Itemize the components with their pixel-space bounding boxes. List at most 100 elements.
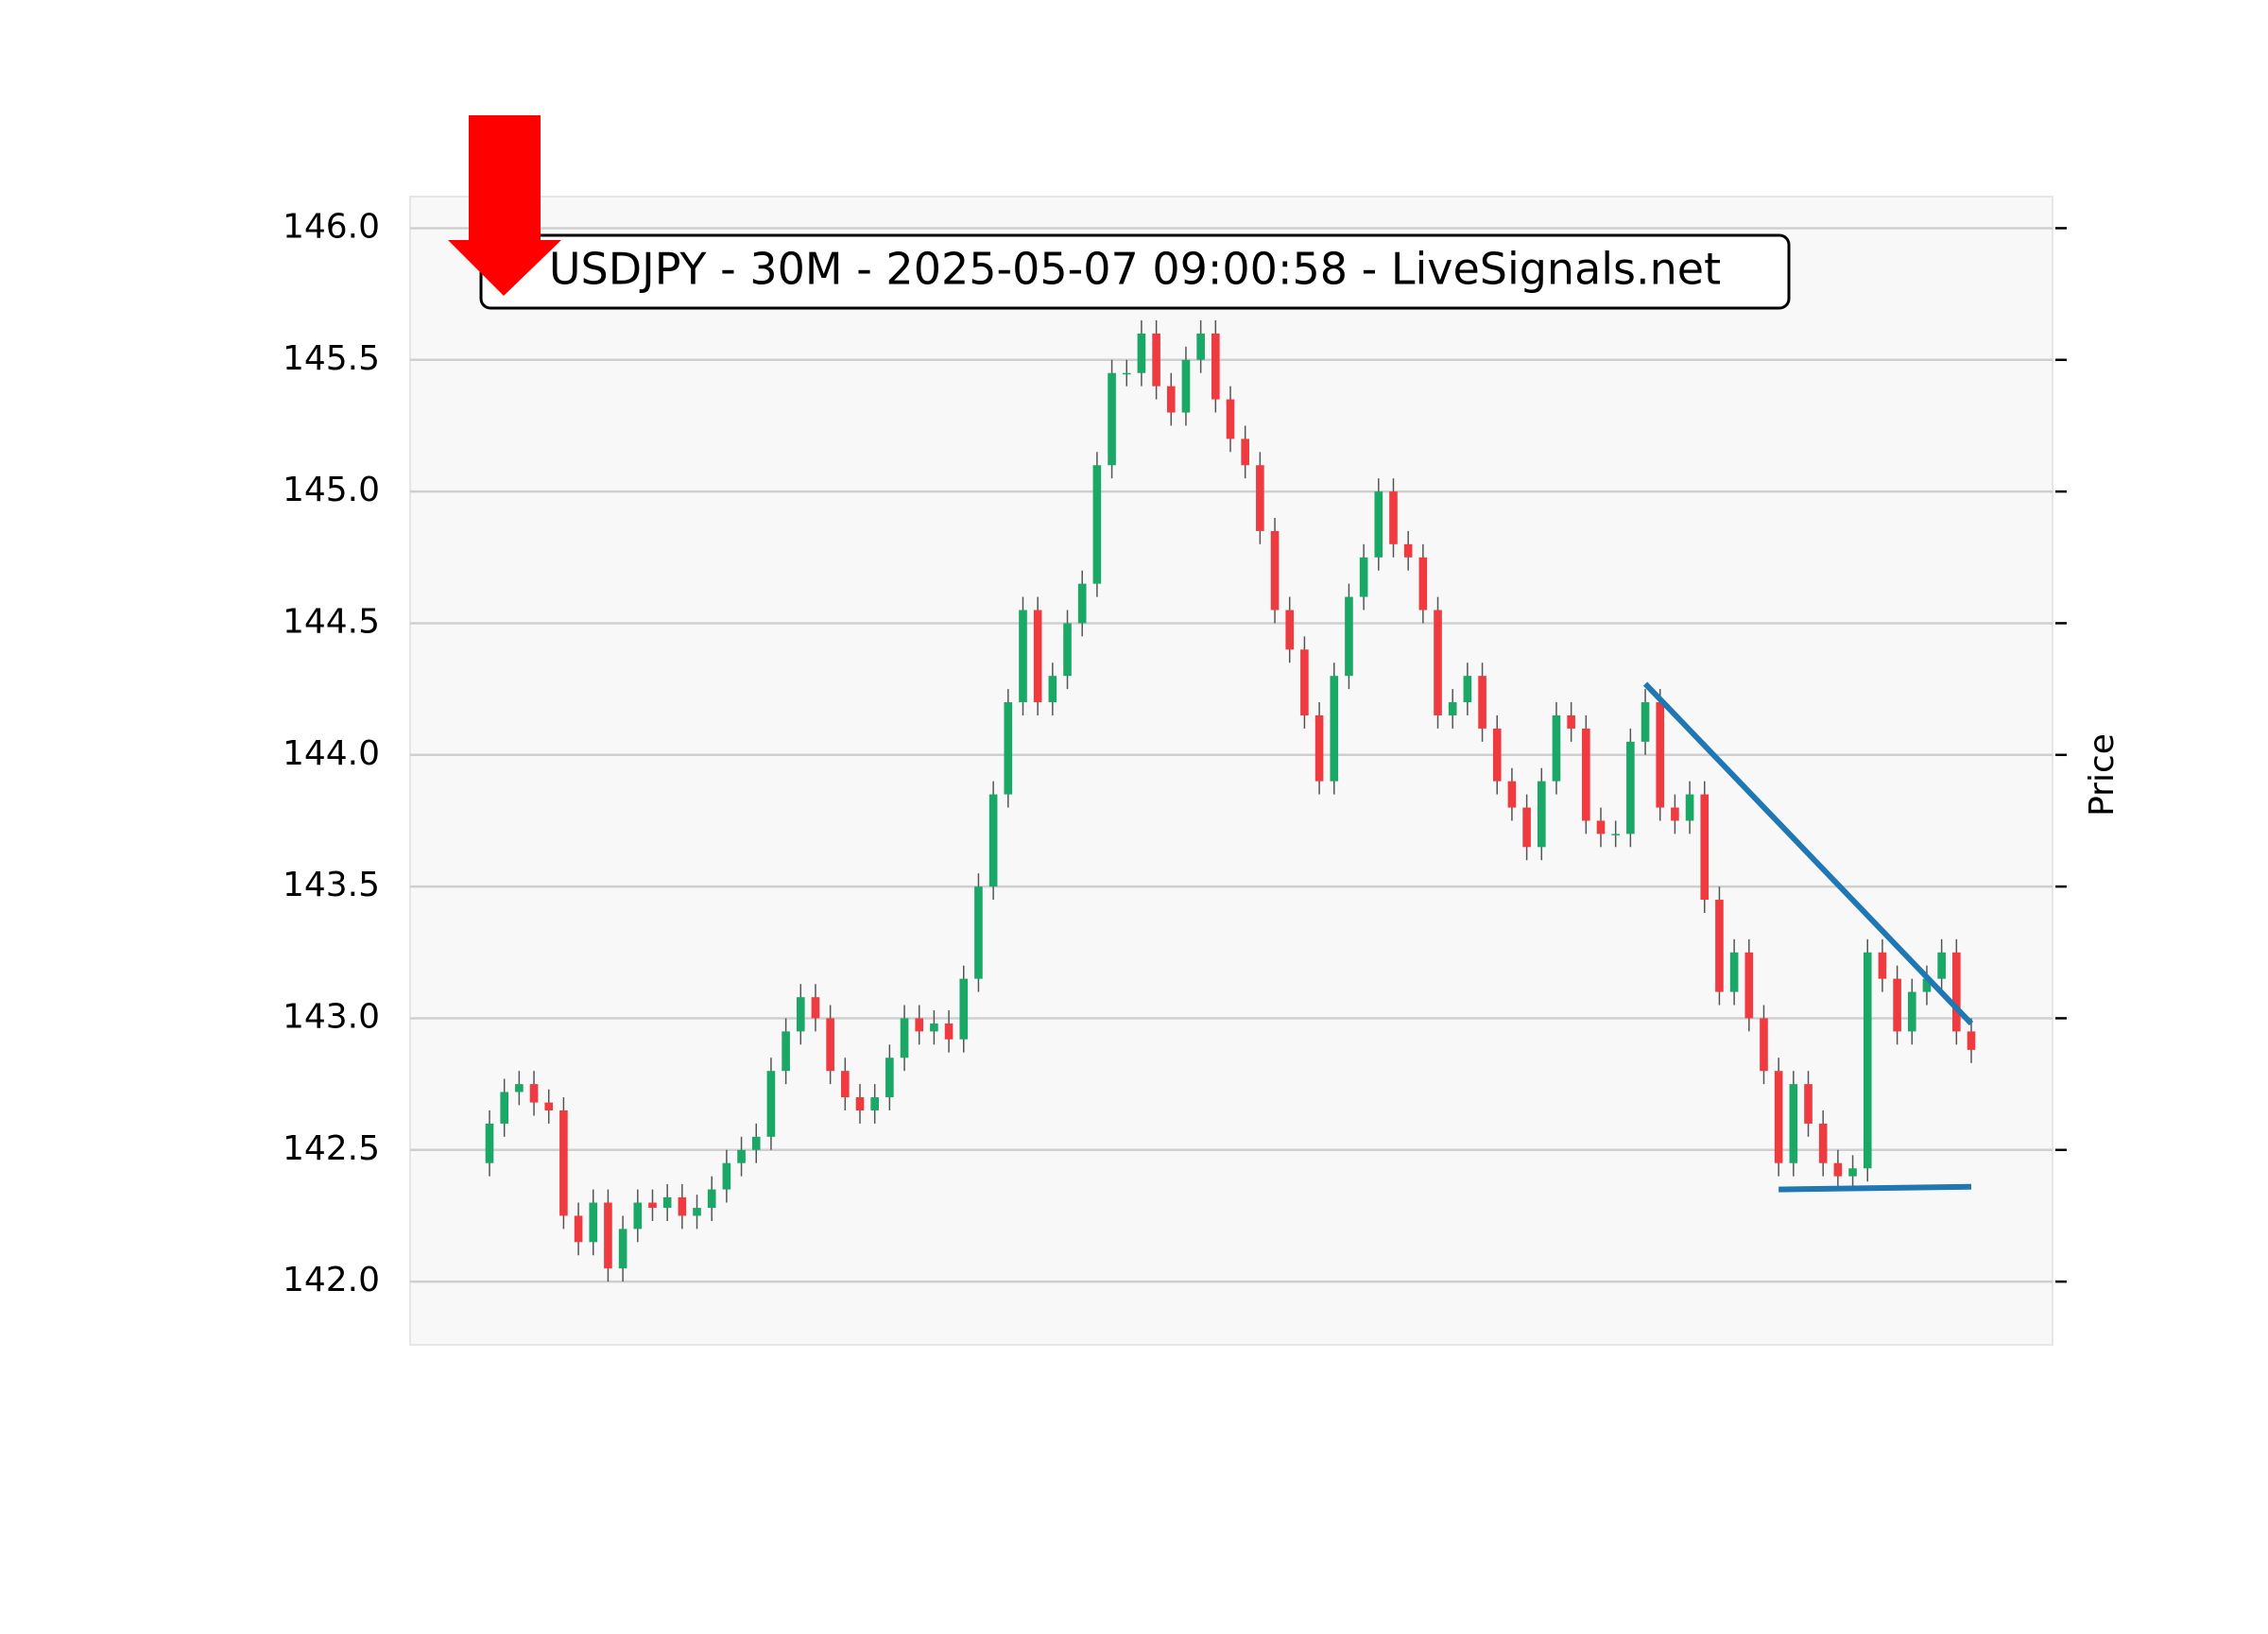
grid [410, 227, 2053, 1283]
candle-body [1656, 702, 1665, 808]
candle-body [1330, 676, 1339, 782]
candles [485, 319, 1976, 1282]
candle-body [737, 1149, 746, 1163]
y-tick-label: 145.0 [283, 471, 380, 509]
candle-body [574, 1215, 583, 1243]
candle-body [944, 1023, 954, 1040]
candle-body [1626, 741, 1635, 834]
candle-body [751, 1136, 761, 1150]
candle-body [1019, 610, 1027, 703]
candle-body [1596, 820, 1606, 834]
candle-body [811, 997, 820, 1019]
candle-body [1374, 491, 1383, 558]
candle-body [1582, 728, 1590, 821]
candle-body [1952, 952, 1961, 1032]
candle-body [1152, 333, 1160, 387]
candle-body [1285, 610, 1295, 650]
candle-body [1833, 1162, 1843, 1177]
candle-body [1760, 1018, 1768, 1072]
candle-body [1478, 676, 1486, 729]
candle-body [855, 1097, 865, 1110]
candle-body [826, 1018, 834, 1072]
candle-body [1448, 702, 1457, 715]
candle-body [1033, 610, 1042, 703]
candle-body [544, 1102, 554, 1110]
candle-body [1492, 728, 1502, 782]
candle-body [1300, 649, 1309, 715]
candle-body [1048, 676, 1057, 703]
candle-body [1434, 610, 1442, 715]
candle-body [1729, 952, 1739, 992]
candle-body [707, 1189, 716, 1209]
candle-body [1181, 359, 1191, 413]
candle-body [678, 1196, 687, 1216]
y-tick-label: 142.0 [283, 1261, 380, 1299]
candle-body [559, 1109, 568, 1216]
candle-body [648, 1202, 657, 1209]
candle-body [1241, 439, 1249, 466]
candle-body [782, 1031, 790, 1072]
candle-body [1196, 333, 1205, 360]
candle-body [633, 1202, 643, 1230]
y-tick-label: 142.5 [283, 1129, 380, 1168]
candle-body [589, 1202, 598, 1243]
candle-body [1403, 543, 1413, 558]
candle-body [1345, 596, 1353, 677]
trendlines [1642, 681, 1974, 1193]
y-tick-label: 144.5 [283, 602, 380, 641]
plot-area [409, 196, 2053, 1346]
candle-body [1774, 1071, 1783, 1163]
candle-body [1226, 399, 1235, 439]
candle-body [1685, 794, 1694, 821]
candle-body [1137, 333, 1146, 373]
candle-body [974, 886, 983, 979]
candle-body [693, 1208, 701, 1216]
y-tick-label: 143.0 [283, 997, 380, 1036]
candle-body [515, 1084, 524, 1092]
candle-body [1567, 714, 1575, 729]
candle-body [841, 1071, 850, 1098]
candle-body [1077, 583, 1087, 624]
candle-body [959, 978, 969, 1040]
candle-body [1611, 834, 1620, 835]
candle-body [1700, 794, 1710, 901]
candle-body [1122, 372, 1131, 375]
arrow-head [448, 240, 561, 296]
candle-body [1878, 952, 1887, 979]
candle-body [885, 1058, 894, 1098]
candle-body [988, 794, 998, 887]
candle-body [1744, 952, 1754, 1019]
y-tick-label: 143.5 [283, 866, 380, 904]
candle-body [1211, 333, 1220, 400]
candle-body [1537, 781, 1546, 848]
candle-body [930, 1023, 938, 1032]
candle-body [1092, 465, 1102, 584]
trendline [1642, 681, 1974, 1026]
candle-body [1359, 557, 1368, 597]
candle-body [604, 1202, 612, 1269]
y-tick-label: 144.0 [283, 734, 380, 773]
candle-body [915, 1018, 924, 1032]
candle-body [1389, 491, 1398, 544]
candle-body [796, 997, 805, 1032]
candle-body [900, 1018, 909, 1058]
candle-body [766, 1071, 776, 1137]
candle-body [1418, 557, 1428, 611]
candle-body [1522, 807, 1531, 848]
candle-body [1063, 623, 1072, 677]
candle-body [1166, 386, 1176, 413]
y-axis: 142.0 142.5 143.0 143.5 144.0 144.5 145.0 145.5… [283, 207, 2067, 1299]
arrow-shaft [469, 115, 541, 240]
candle-body [1804, 1084, 1813, 1124]
candle-body [485, 1123, 494, 1163]
candle-body [618, 1229, 627, 1269]
candle-body [1641, 702, 1650, 742]
candle-body [1463, 676, 1472, 703]
candle-body [662, 1196, 672, 1209]
candle-body [1270, 530, 1280, 611]
candle-body [1967, 1031, 1976, 1050]
candle-body [529, 1084, 539, 1103]
